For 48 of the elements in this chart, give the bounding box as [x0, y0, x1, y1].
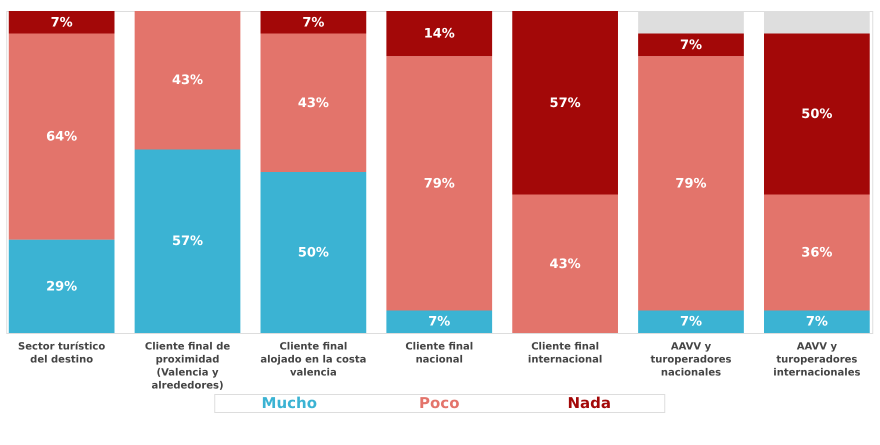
x-tick-label: Cliente final nacional: [405, 342, 474, 366]
bar: [764, 34, 870, 195]
bar: [8, 240, 114, 333]
bar: [638, 34, 744, 56]
data-label: 50%: [801, 107, 832, 122]
bar: [512, 194, 618, 333]
data-label: 43%: [298, 96, 329, 111]
data-label: 7%: [680, 38, 702, 53]
data-label: 57%: [172, 234, 204, 250]
bar: [386, 310, 492, 333]
data-label: 36%: [801, 246, 832, 260]
data-label: 57%: [550, 96, 581, 111]
data-label: 7%: [50, 15, 73, 30]
bar: [134, 11, 240, 150]
bar: [8, 34, 114, 240]
x-tick-label: Sector turístico del destino: [18, 342, 106, 366]
data-label: 79%: [424, 176, 455, 192]
data-label: 50%: [298, 246, 329, 260]
data-label: 43%: [550, 256, 581, 272]
x-tick-label: Cliente final internacional: [528, 342, 602, 366]
bar: [764, 310, 870, 333]
data-label: 7%: [302, 15, 324, 30]
bar: [638, 56, 744, 310]
data-label: 7%: [680, 314, 702, 330]
x-tick-label: AAVV y turoperadores internacionales: [773, 342, 860, 378]
data-label: 14%: [424, 26, 455, 42]
bar: [8, 11, 114, 34]
bar: [260, 34, 366, 172]
data-label: 7%: [428, 314, 450, 330]
bar: [260, 172, 366, 333]
bar: [386, 56, 492, 310]
data-label: 29%: [46, 279, 78, 294]
text: Mucho: [262, 394, 317, 412]
data-label: 64%: [46, 130, 78, 145]
bar: [386, 11, 492, 56]
text: Nada: [567, 394, 612, 412]
data-label: 43%: [172, 73, 204, 88]
bar: [260, 11, 366, 34]
x-tick-label: Cliente final alojado en la costa valencia: [260, 342, 366, 378]
text: Poco: [419, 394, 460, 412]
x-tick-label: AAVV y turoperadores nacionales: [650, 342, 732, 378]
x-tick-label: Cliente final de proximidad (Valencia y alrededores): [144, 342, 230, 392]
bar: [134, 149, 240, 333]
data-label: 79%: [675, 176, 707, 192]
bar: [638, 310, 744, 333]
data-label: 7%: [806, 314, 828, 330]
bar: [764, 194, 870, 310]
bar: [512, 11, 618, 195]
